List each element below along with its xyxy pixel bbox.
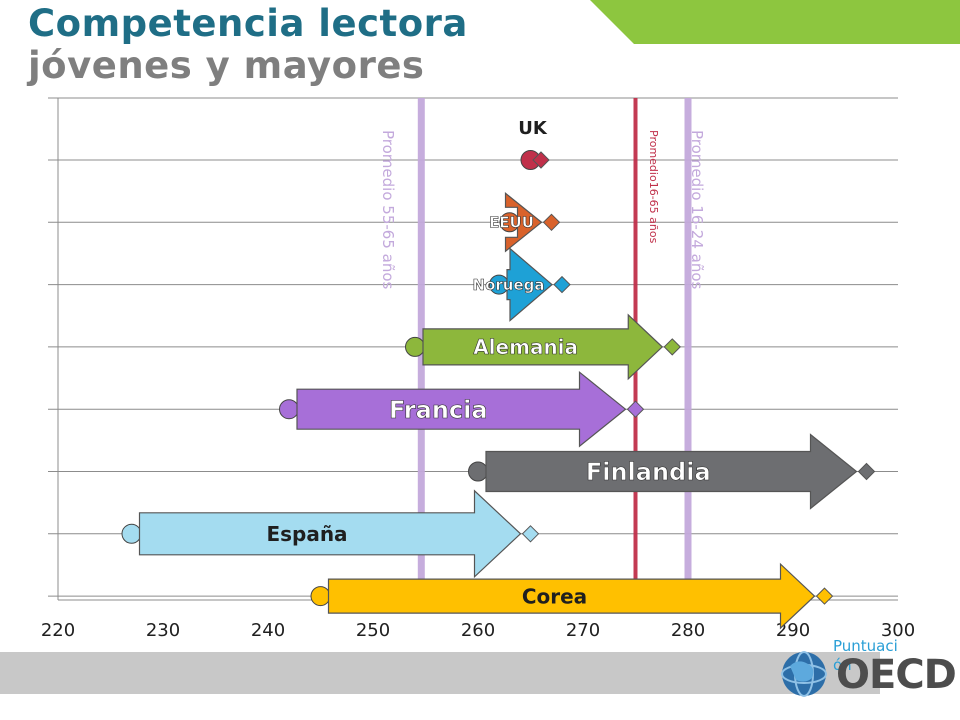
end-marker-diamond <box>532 151 550 169</box>
corner-accent <box>590 0 960 44</box>
x-axis-unit-line2: ón <box>833 656 852 674</box>
change-arrow <box>296 370 627 448</box>
x-tick-label: 260 <box>461 620 495 641</box>
start-marker-circle <box>279 399 299 420</box>
reference-line-label: Promedio16-65 años <box>647 130 660 244</box>
end-marker-diamond <box>626 400 645 418</box>
country-label: Corea <box>522 584 587 608</box>
change-arrow <box>422 313 664 381</box>
reference-line-label: Promedio 55-65 años <box>379 130 397 290</box>
x-tick-label: 230 <box>146 620 180 641</box>
page-title: Competencia lectora <box>28 2 468 45</box>
x-axis-unit-line1: Puntuaci <box>833 637 898 655</box>
country-label: UK <box>518 118 548 139</box>
end-marker-diamond <box>521 525 540 543</box>
change-arrow <box>504 192 543 253</box>
country-label: Noruega <box>473 276 545 294</box>
x-tick-label: 290 <box>776 620 810 641</box>
start-marker-circle <box>468 461 488 482</box>
oecd-logo-text: OECD <box>836 652 957 698</box>
country-label: España <box>266 522 347 546</box>
x-tick-label: 220 <box>41 620 75 641</box>
footer-bar <box>0 652 880 694</box>
x-tick-label: 270 <box>566 620 600 641</box>
end-marker-diamond <box>857 462 876 481</box>
x-tick-label: 240 <box>251 620 285 641</box>
country-label: Alemania <box>473 335 578 359</box>
end-marker-diamond <box>815 587 834 605</box>
change-arrow <box>138 489 522 579</box>
reference-line-label: Promedio 16-24 años <box>688 130 706 290</box>
country-label: Finlandia <box>586 458 711 486</box>
oecd-globe-icon <box>781 651 827 697</box>
change-arrow <box>327 562 816 630</box>
end-marker-diamond <box>663 338 681 356</box>
country-label: Francia <box>389 396 488 424</box>
end-marker-diamond <box>553 275 571 294</box>
start-marker-circle <box>405 336 425 357</box>
start-marker-circle <box>121 523 142 544</box>
change-arrow <box>485 433 858 510</box>
start-marker-circle <box>310 586 331 607</box>
country-label: EEUU <box>489 214 534 232</box>
x-tick-label: 300 <box>881 620 915 641</box>
change-arrow <box>506 247 553 322</box>
page-subtitle: jóvenes y mayores <box>28 44 425 87</box>
x-tick-label: 280 <box>671 620 705 641</box>
end-marker-diamond <box>542 213 561 232</box>
x-tick-label: 250 <box>356 620 390 641</box>
